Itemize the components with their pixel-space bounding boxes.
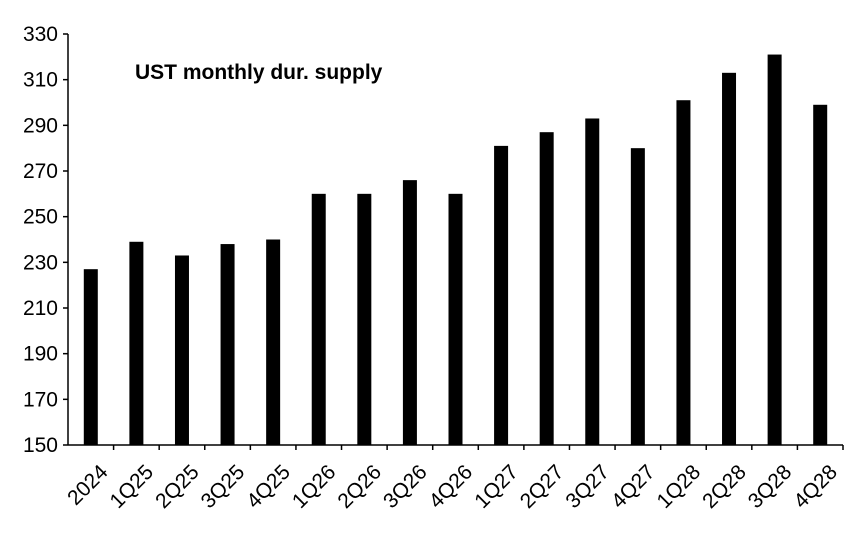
bar-2Q27	[539, 132, 554, 445]
y-tick-label: 210	[23, 297, 58, 320]
y-tick-label: 310	[23, 69, 58, 92]
y-tick-label: 250	[23, 206, 58, 229]
x-tick-label: 1Q25	[106, 460, 159, 513]
x-tick-label: 4Q27	[607, 460, 660, 513]
bar-4Q27	[630, 148, 645, 445]
bar-3Q28	[767, 54, 782, 446]
bar-4Q28	[813, 104, 828, 446]
x-tick-label: 3Q27	[561, 460, 614, 513]
bar-2Q26	[357, 193, 372, 445]
y-tick-label: 230	[23, 251, 58, 274]
x-tick-label: 1Q27	[470, 460, 523, 513]
bar-1Q26	[311, 193, 326, 445]
x-tick-label: 2Q28	[698, 460, 751, 513]
bar-1Q28	[676, 100, 691, 445]
y-tick-label: 150	[23, 434, 58, 457]
y-tick-label: 290	[23, 114, 58, 137]
bars	[83, 54, 828, 446]
series-label: UST monthly dur. supply	[135, 61, 383, 84]
bar-2Q28	[722, 72, 737, 446]
bar-2024	[83, 269, 98, 445]
x-tick-label: 4Q26	[425, 460, 478, 513]
y-tick-label: 170	[23, 388, 58, 411]
x-tick-label: 4Q25	[242, 460, 295, 513]
x-tick-label: 1Q28	[653, 460, 706, 513]
x-axis: 20241Q252Q253Q254Q251Q262Q263Q264Q261Q27…	[63, 444, 844, 513]
y-axis: 150 170 190 210 230 250 270 290 310 330	[23, 23, 69, 457]
y-tick-label: 190	[23, 343, 58, 366]
x-tick-label: 3Q26	[379, 460, 432, 513]
bar-4Q25	[266, 239, 281, 445]
y-tick-label: 270	[23, 160, 58, 183]
x-tick-label: 1Q26	[288, 460, 341, 513]
x-tick-label: 2Q27	[516, 460, 569, 513]
x-tick-label: 3Q28	[744, 460, 797, 513]
bar-4Q26	[448, 193, 463, 445]
x-tick-label: 2Q26	[333, 460, 386, 513]
x-tick-label: 2Q25	[151, 460, 204, 513]
bar-1Q25	[129, 241, 144, 445]
bar-3Q27	[585, 118, 600, 445]
x-tick-label: 2024	[63, 460, 113, 510]
bar-2Q25	[174, 255, 189, 445]
bar-3Q26	[402, 180, 417, 445]
bar-1Q27	[494, 145, 509, 445]
x-tick-label: 3Q25	[197, 460, 250, 513]
y-tick-label: 330	[23, 23, 58, 46]
x-tick-label: 4Q28	[789, 460, 842, 513]
bar-3Q25	[220, 244, 235, 445]
